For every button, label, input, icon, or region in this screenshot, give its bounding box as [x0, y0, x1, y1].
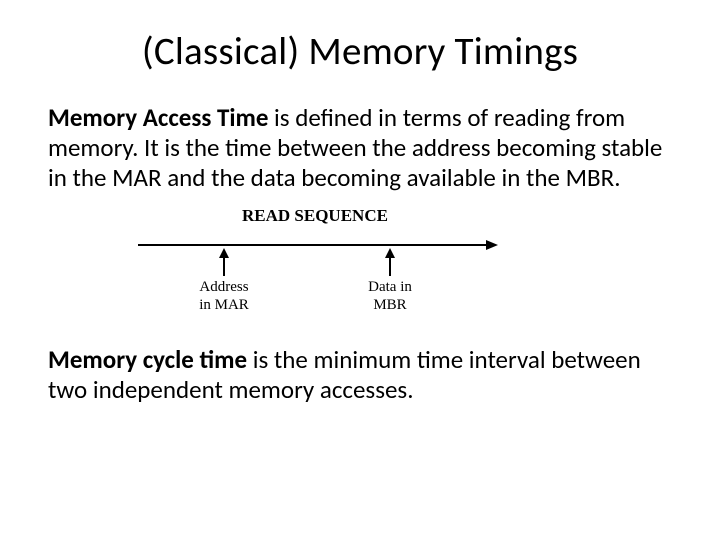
slide-title: (Classical) Memory Timings [48, 28, 672, 75]
slide: (Classical) Memory Timings Memory Access… [0, 0, 720, 540]
read-sequence-diagram: READ SEQUENCE Address in MAR Data in MBR [48, 203, 720, 323]
data-arrow-head [385, 248, 395, 258]
diagram-heading: READ SEQUENCE [242, 206, 388, 225]
label-address-line2: in MAR [199, 297, 249, 313]
paragraph-cycle-time: Memory cycle time is the minimum time in… [48, 345, 672, 405]
lead-cycle-time: Memory cycle time [48, 344, 247, 375]
paragraph-access-time: Memory Access Time is defined in terms o… [48, 103, 672, 193]
label-data-line1: Data in [368, 279, 412, 295]
address-arrow-head [219, 248, 229, 258]
label-data-line2: MBR [373, 297, 406, 313]
timeline-svg: READ SEQUENCE Address in MAR Data in MBR [128, 203, 508, 323]
label-address-line1: Address [199, 279, 248, 295]
timeline-arrowhead [486, 240, 498, 250]
lead-access-time: Memory Access Time [48, 102, 268, 133]
